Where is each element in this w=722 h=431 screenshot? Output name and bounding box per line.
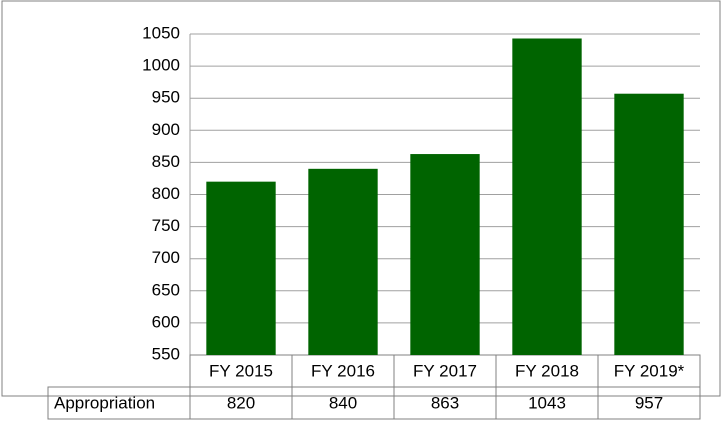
- y-tick-label: 850: [152, 152, 180, 171]
- x-tick-label: FY 2015: [209, 361, 273, 380]
- x-tick-label: FY 2018: [515, 361, 579, 380]
- bar: [410, 154, 480, 355]
- bar: [512, 38, 582, 356]
- y-tick-label: 900: [152, 120, 180, 139]
- y-tick-label: 750: [152, 216, 180, 235]
- y-tick-label: 1000: [142, 56, 180, 75]
- y-tick-label: 950: [152, 88, 180, 107]
- data-label: 820: [227, 393, 255, 412]
- data-label: 863: [431, 393, 459, 412]
- data-label: 1043: [528, 393, 566, 412]
- y-tick-label: 800: [152, 184, 180, 203]
- y-tick-label: 700: [152, 248, 180, 267]
- data-label: 957: [635, 393, 663, 412]
- y-tick-label: 1050: [142, 23, 180, 42]
- bar: [206, 181, 276, 355]
- bar: [614, 93, 684, 356]
- bar: [308, 168, 378, 355]
- x-tick-label: FY 2017: [413, 361, 477, 380]
- x-tick-label: FY 2019*: [614, 361, 685, 380]
- y-tick-label: 600: [152, 312, 180, 331]
- x-tick-label: FY 2016: [311, 361, 375, 380]
- legend-label: Appropriation: [54, 393, 155, 412]
- table-cell: [597, 386, 701, 420]
- chart-frame: [1, 0, 721, 397]
- y-tick-label: 550: [152, 344, 180, 363]
- y-tick-label: 650: [152, 280, 180, 299]
- data-label: 840: [329, 393, 357, 412]
